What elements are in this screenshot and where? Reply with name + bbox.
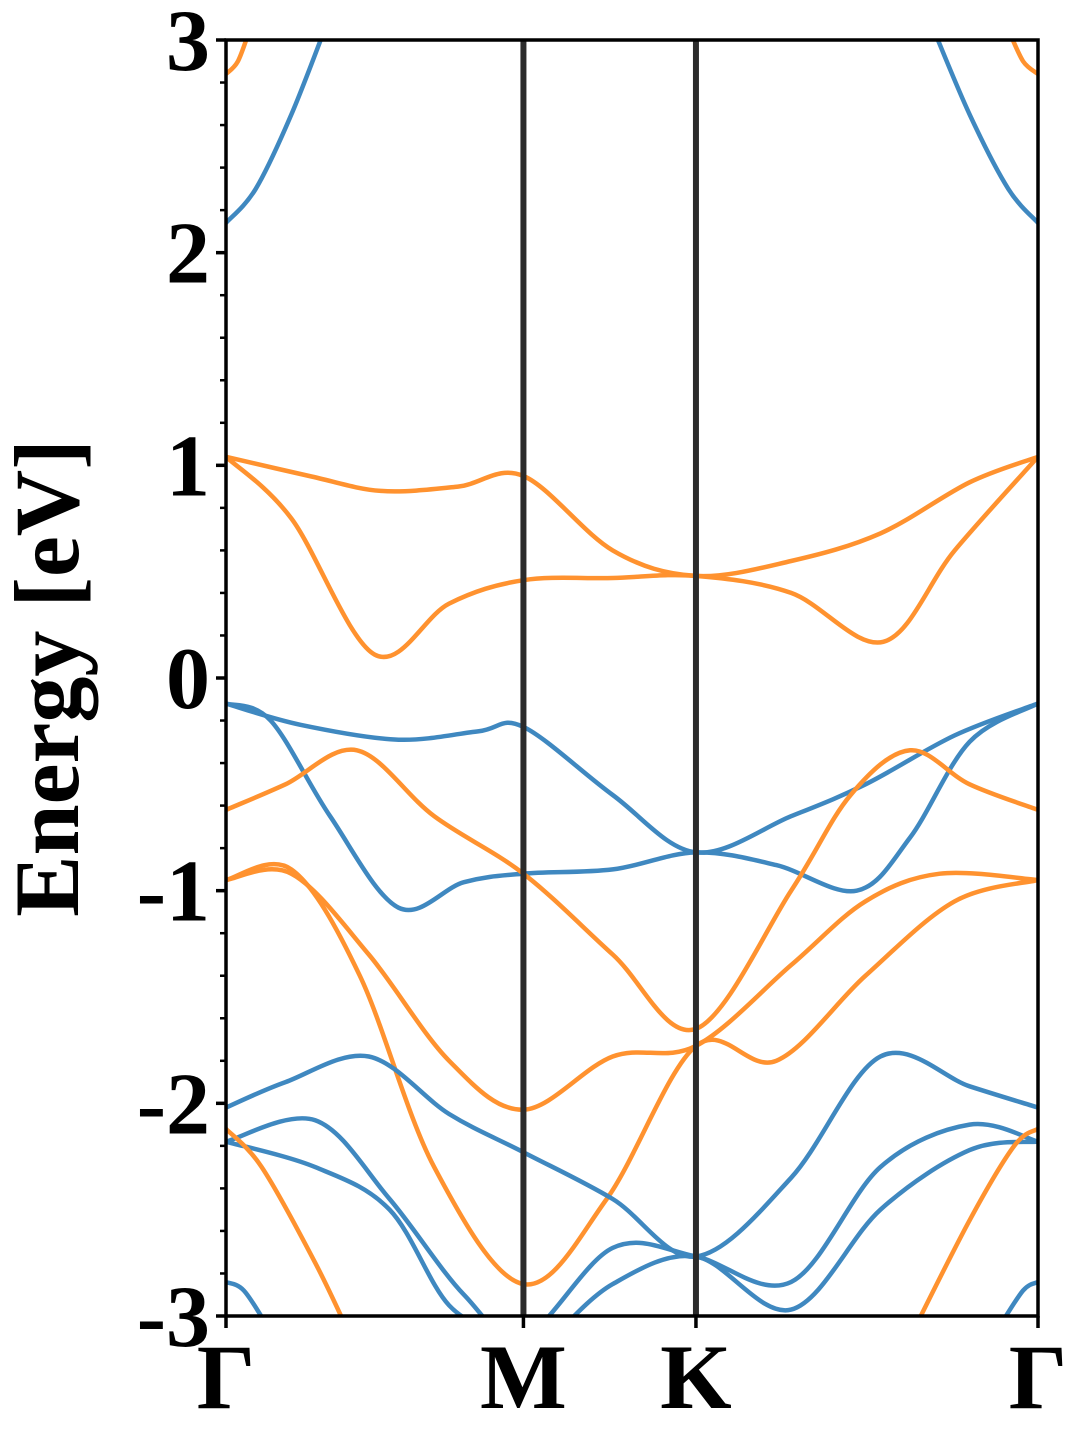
- band-lines: [226, 40, 1038, 1316]
- band-line-blue: [226, 701, 1038, 913]
- band-line-orange: [226, 867, 1038, 1112]
- y-axis-label: Energy [eV]: [0, 439, 98, 917]
- band-line-orange: [1010, 40, 1038, 77]
- band-line-blue: [935, 40, 1038, 226]
- band-line-orange: [226, 747, 1038, 1033]
- band-line-blue: [571, 1139, 1038, 1316]
- band-line-blue: [226, 40, 324, 226]
- y-tick-label: 3: [166, 0, 210, 90]
- x-tick-label: Γ: [1009, 1326, 1068, 1428]
- x-tick-label: K: [660, 1326, 732, 1428]
- band-line-blue: [226, 1116, 1038, 1316]
- y-tick-label: 0: [166, 631, 210, 728]
- x-tick-label: Γ: [197, 1326, 256, 1428]
- high-symmetry-dividers: [520, 40, 699, 1316]
- band-line-blue: [226, 1050, 1038, 1259]
- y-tick-label: -2: [137, 1056, 210, 1153]
- x-tick-label: M: [480, 1326, 567, 1428]
- plot-frame: [224, 38, 1040, 1318]
- band-line-blue: [1003, 1279, 1038, 1316]
- y-tick-label: 2: [166, 206, 210, 303]
- band-line-orange: [226, 454, 1038, 660]
- band-line-orange: [918, 1126, 1038, 1316]
- y-tick-label: -3: [137, 1269, 210, 1366]
- y-tick-label: -1: [137, 844, 210, 941]
- y-axis-ticks: -3 -2 -1 0 1 2 3: [137, 0, 226, 1366]
- band-line-orange: [226, 1126, 344, 1316]
- band-line-orange: [226, 861, 1038, 1287]
- y-tick-label: 1: [166, 418, 210, 515]
- band-line-orange: [226, 454, 1038, 579]
- band-line-blue: [226, 1279, 264, 1316]
- band-line-orange: [226, 40, 249, 77]
- band-line-blue: [226, 701, 1038, 855]
- band-line-blue: [226, 1139, 466, 1316]
